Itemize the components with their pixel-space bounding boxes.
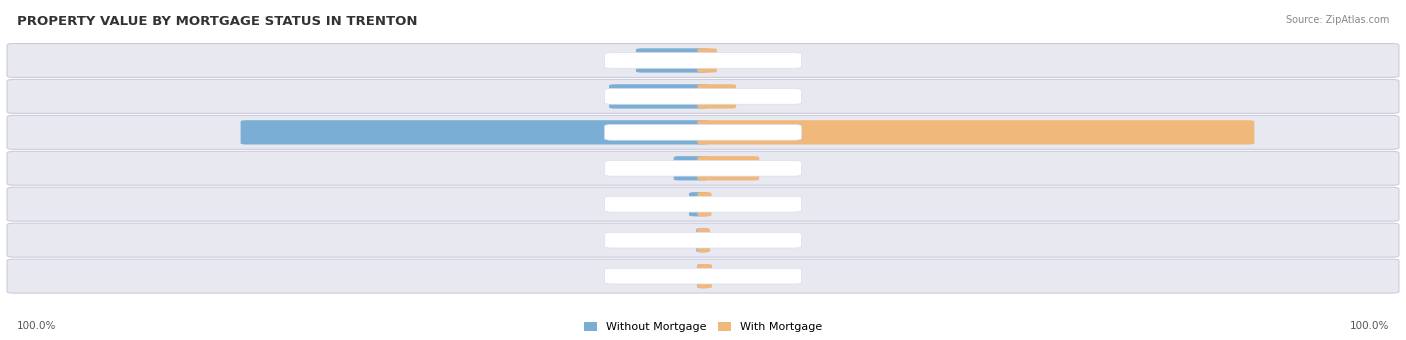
Text: 0.03%: 0.03% [658,271,692,281]
Text: 71.4%: 71.4% [457,128,494,137]
Text: 13.8%: 13.8% [571,91,603,101]
Text: Source: ZipAtlas.com: Source: ZipAtlas.com [1285,15,1389,25]
Text: 1.3%: 1.3% [657,199,683,209]
Text: 9.6%: 9.6% [603,55,630,66]
Text: 100.0%: 100.0% [1350,321,1389,332]
Text: 0.53%: 0.53% [717,271,751,281]
Text: 1.3%: 1.3% [723,55,749,66]
Text: 7.9%: 7.9% [765,163,792,173]
Text: 4.3%: 4.3% [742,91,768,101]
Text: $300,000 to $499,999: $300,000 to $499,999 [655,162,751,175]
Text: $1,000,000 or more: $1,000,000 or more [654,271,752,281]
Text: PROPERTY VALUE BY MORTGAGE STATUS IN TRENTON: PROPERTY VALUE BY MORTGAGE STATUS IN TRE… [17,15,418,28]
Text: $50,000 to $99,999: $50,000 to $99,999 [661,90,745,103]
Text: 0.16%: 0.16% [658,235,690,245]
Text: 0.45%: 0.45% [717,199,751,209]
Text: Less than $50,000: Less than $50,000 [657,55,749,66]
Legend: Without Mortgage, With Mortgage: Without Mortgage, With Mortgage [579,317,827,337]
Text: $750,000 to $999,999: $750,000 to $999,999 [655,234,751,247]
Text: 0.22%: 0.22% [716,235,748,245]
Text: 85.3%: 85.3% [957,128,994,137]
Text: 100.0%: 100.0% [17,321,56,332]
Text: $500,000 to $749,999: $500,000 to $749,999 [655,198,751,211]
Text: 3.7%: 3.7% [641,163,668,173]
Text: $100,000 to $299,999: $100,000 to $299,999 [655,126,751,139]
